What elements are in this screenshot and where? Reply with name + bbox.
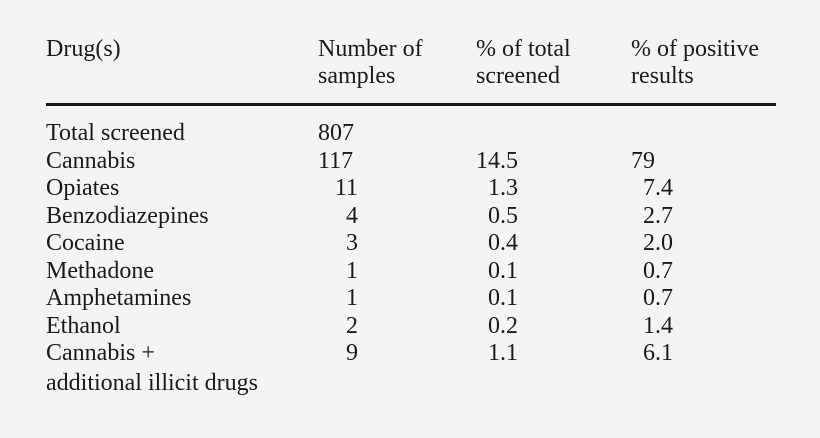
cell-drug: Total screened xyxy=(46,120,185,146)
cell-samples: 1 xyxy=(346,257,358,284)
cell-pct-total: 0.5 xyxy=(488,202,518,229)
cell-samples: 117 xyxy=(318,147,354,174)
header-drug: Drug(s) xyxy=(46,36,121,63)
cell-drug: Methadone xyxy=(46,257,154,284)
cell-pct-total: 14.5 xyxy=(476,147,518,174)
header-pct-positive: % of positive results xyxy=(631,36,759,90)
table-row: Cannabis 117 14.5 79 xyxy=(46,148,776,176)
cell-pct-positive: 0.7 xyxy=(643,285,673,311)
last-row-continuation: additional illicit drugs xyxy=(46,370,258,396)
header-rule xyxy=(46,103,776,106)
cell-samples: 3 xyxy=(346,230,358,256)
cell-pct-positive: 0.7 xyxy=(643,257,673,284)
header-samples: Number of samples xyxy=(318,36,423,90)
table-row: Amphetamines 1 0.1 0.7 xyxy=(46,285,776,313)
cell-pct-total: 1.1 xyxy=(488,340,518,366)
table-row: Methadone 1 0.1 0.7 xyxy=(46,258,776,286)
table-row: Total screened 807 xyxy=(46,120,776,148)
header-pct-total-line2: screened xyxy=(476,63,560,89)
header-pct-total: % of total screened xyxy=(476,36,571,90)
cell-pct-total: 0.1 xyxy=(488,285,518,311)
cell-pct-total: 0.1 xyxy=(488,257,518,284)
cell-drug: Cocaine xyxy=(46,230,125,256)
cell-pct-positive: 1.4 xyxy=(643,312,673,339)
cell-pct-positive: 2.7 xyxy=(643,202,673,229)
cell-pct-total: 1.3 xyxy=(488,175,518,201)
cell-samples: 9 xyxy=(346,340,358,366)
cell-drug: Cannabis xyxy=(46,147,136,174)
cell-samples: 11 xyxy=(334,175,358,201)
cell-samples: 4 xyxy=(346,202,358,229)
cell-samples: 807 xyxy=(318,120,354,146)
header-samples-line1: Number of xyxy=(318,36,423,62)
cell-pct-total: 0.4 xyxy=(488,230,518,256)
header-pct-positive-line1: % of positive xyxy=(631,36,759,62)
header-pct-total-line1: % of total xyxy=(476,36,571,62)
cell-pct-total: 0.2 xyxy=(488,312,518,339)
cell-samples: 2 xyxy=(346,312,358,339)
cell-drug: Benzodiazepines xyxy=(46,202,209,229)
cell-pct-positive: 2.0 xyxy=(643,230,673,256)
cell-pct-positive: 7.4 xyxy=(643,175,673,201)
header-pct-positive-line2: results xyxy=(631,63,694,89)
header-drug-label: Drug(s) xyxy=(46,36,121,62)
cell-pct-positive: 6.1 xyxy=(643,340,673,366)
table-row: Opiates 11 1.3 7.4 xyxy=(46,175,776,203)
table-row: Benzodiazepines 4 0.5 2.7 xyxy=(46,203,776,231)
cell-drug: Cannabis + xyxy=(46,340,155,366)
cell-drug: Amphetamines xyxy=(46,285,192,311)
cell-samples: 1 xyxy=(346,285,358,311)
cell-drug: Ethanol xyxy=(46,312,121,339)
cell-pct-positive: 79 xyxy=(631,147,655,174)
cell-drug: Opiates xyxy=(46,175,120,201)
header-samples-line2: samples xyxy=(318,63,396,89)
table-row: Ethanol 2 0.2 1.4 xyxy=(46,313,776,341)
table-row: Cocaine 3 0.4 2.0 xyxy=(46,230,776,258)
table-row: Cannabis + 9 1.1 6.1 xyxy=(46,340,776,368)
